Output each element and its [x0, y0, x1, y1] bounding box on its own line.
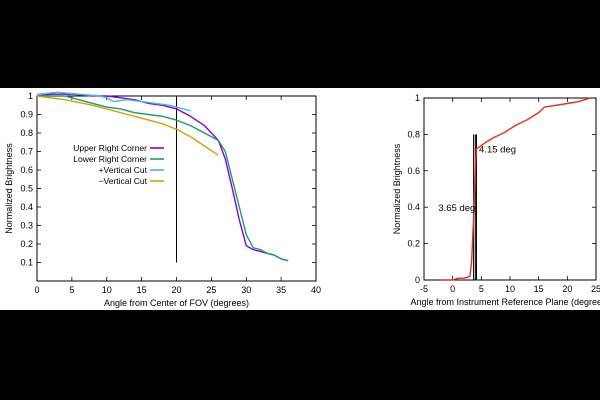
chart-1-legend-label: −Vertical Cut	[99, 176, 148, 186]
chart-1-series-line	[36, 95, 219, 156]
chart-1-x-tick-label: 0	[34, 285, 39, 295]
chart-2-x-axis-label: Angle from Instrument Reference Plane (d…	[410, 297, 600, 307]
chart-1-legend-label: +Vertical Cut	[99, 165, 148, 175]
chart-2-annotation: 3.65 deg	[438, 203, 475, 214]
chart-2-y-tick-label: 1	[415, 93, 420, 103]
chart-2-x-tick-label: 10	[505, 284, 515, 294]
chart-2-y-tick-label: 0	[415, 275, 420, 285]
chart-1-y-axis-label: Normalized Brightness	[4, 143, 14, 234]
chart-1-x-tick-label: 25	[206, 285, 216, 295]
chart-1-x-tick-label: 10	[102, 285, 112, 295]
chart-1-y-tick-label: 0.7	[20, 147, 33, 157]
chart-2-x-tick-label: -5	[420, 284, 428, 294]
chart-2-y-tick-label: 0.4	[407, 202, 420, 212]
chart-1-y-tick-label: 0.3	[20, 221, 33, 231]
chart-1-y-tick-label: 0.1	[20, 258, 33, 268]
chart-1-legend-label: Lower Right Corner	[73, 154, 147, 164]
chart-2-y-tick-label: 0.2	[407, 239, 420, 249]
chart-1-legend-label: Upper Right Corner	[73, 143, 147, 153]
chart-2-plot-frame	[423, 97, 597, 281]
chart-2-x-tick-label: 15	[534, 284, 544, 294]
chart-1-y-tick-label: 0.5	[20, 184, 33, 194]
chart-1-x-tick-label: 35	[276, 285, 286, 295]
chart-1-y-tick-label: 0.2	[20, 239, 33, 249]
chart-2-x-tick-label: 20	[562, 284, 572, 294]
chart-2-y-axis-label: Normalized Brightness	[392, 143, 402, 234]
chart-2-x-tick-label: 25	[591, 284, 600, 294]
figure-panel: 0 5 10 15 20 25 30 35 40 0.1 0.2 0.3 0.4 0.5 0.6 0.7 0.8…	[0, 88, 600, 310]
chart-1-x-axis-label: Angle from Center of FOV (degrees)	[104, 298, 249, 308]
chart-1-y-tick-label: 1	[28, 91, 33, 101]
chart-1-x-tick-label: 15	[137, 285, 147, 295]
chart-2-series-line	[441, 97, 591, 281]
chart-1-series-line	[36, 93, 289, 262]
chart-1-y-tick-label: 0.9	[20, 110, 33, 120]
chart-1-y-tick-label: 0.8	[20, 128, 33, 138]
chart-1-x-tick-label: 20	[171, 285, 181, 295]
chart-2-x-tick-label: 0	[450, 284, 455, 294]
chart-1-series-line	[36, 91, 191, 112]
chart-2-annotation: 4.15 deg	[479, 145, 516, 156]
chart-1-x-tick-label: 5	[69, 285, 74, 295]
chart-1-x-tick-label: 40	[311, 285, 321, 295]
chart-2-y-tick-label: 0.6	[407, 166, 420, 176]
chart-1-y-tick-label: 0.6	[20, 165, 33, 175]
chart-1-y-tick-label: 0.4	[20, 202, 33, 212]
figure-svg: 0 5 10 15 20 25 30 35 400.10.20.30.40.50.60.70.8…	[4, 91, 600, 308]
chart-1-series-line	[37, 95, 289, 262]
chart-2-x-tick-label: 5	[479, 284, 484, 294]
chart-2-y-tick-label: 0.8	[407, 129, 420, 139]
chart-1-x-tick-label: 30	[241, 285, 251, 295]
